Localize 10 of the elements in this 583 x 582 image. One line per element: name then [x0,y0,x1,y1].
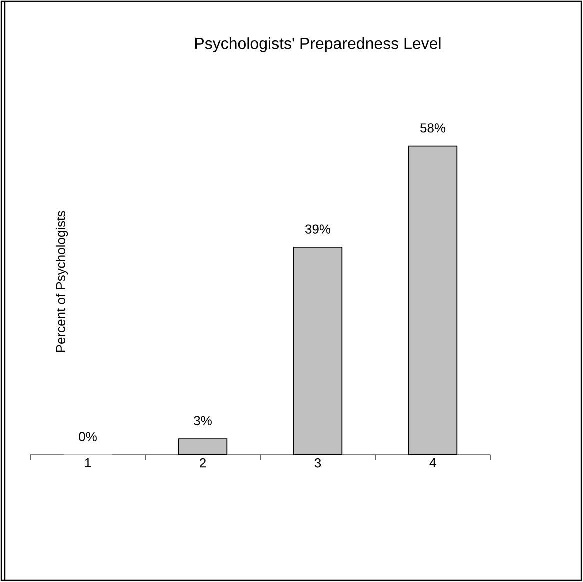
x-tick-label: 3 [314,458,322,468]
chart-title: Psychologists' Preparedness Level [196,38,441,52]
data-label: 58% [420,124,446,133]
y-axis-title: Percent of Psychologists [56,211,68,352]
data-label: 3% [194,416,212,426]
x-tick-label: 2 [200,458,206,468]
x-tick-label: 1 [85,458,91,468]
data-label: 39% [305,224,331,234]
data-label: 0% [79,432,97,442]
x-tick-label: 4 [430,458,436,468]
